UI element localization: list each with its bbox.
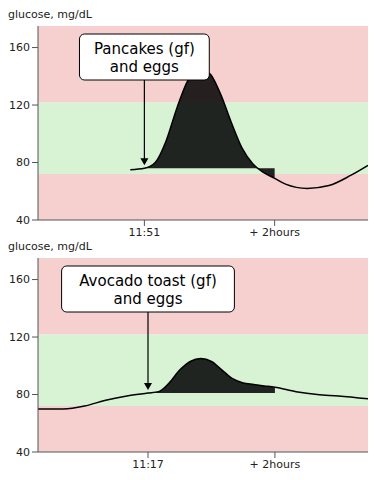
svg-text:11:51: 11:51 [129,226,161,239]
svg-text:40: 40 [16,214,30,227]
svg-text:11:17: 11:17 [132,458,164,471]
svg-text:40: 40 [16,446,30,459]
svg-text:120: 120 [9,331,30,344]
svg-text:80: 80 [16,388,30,401]
svg-text:+ 2hours: + 2hours [249,226,300,239]
html-text:glucose, mg/dL: glucose, mg/dL [8,240,92,253]
svg-text:Pancakes (gf): Pancakes (gf) [94,40,195,58]
svg-text:and eggs: and eggs [113,290,182,308]
svg-text:and eggs: and eggs [110,58,179,76]
svg-text:160: 160 [9,41,30,54]
svg-text:80: 80 [16,156,30,169]
svg-text:Avocado toast (gf): Avocado toast (gf) [79,272,217,290]
svg-text:120: 120 [9,99,30,112]
svg-text:+ 2hours: + 2hours [250,458,301,471]
html-text:glucose, mg/dL: glucose, mg/dL [8,8,92,21]
svg-text:160: 160 [9,273,30,286]
